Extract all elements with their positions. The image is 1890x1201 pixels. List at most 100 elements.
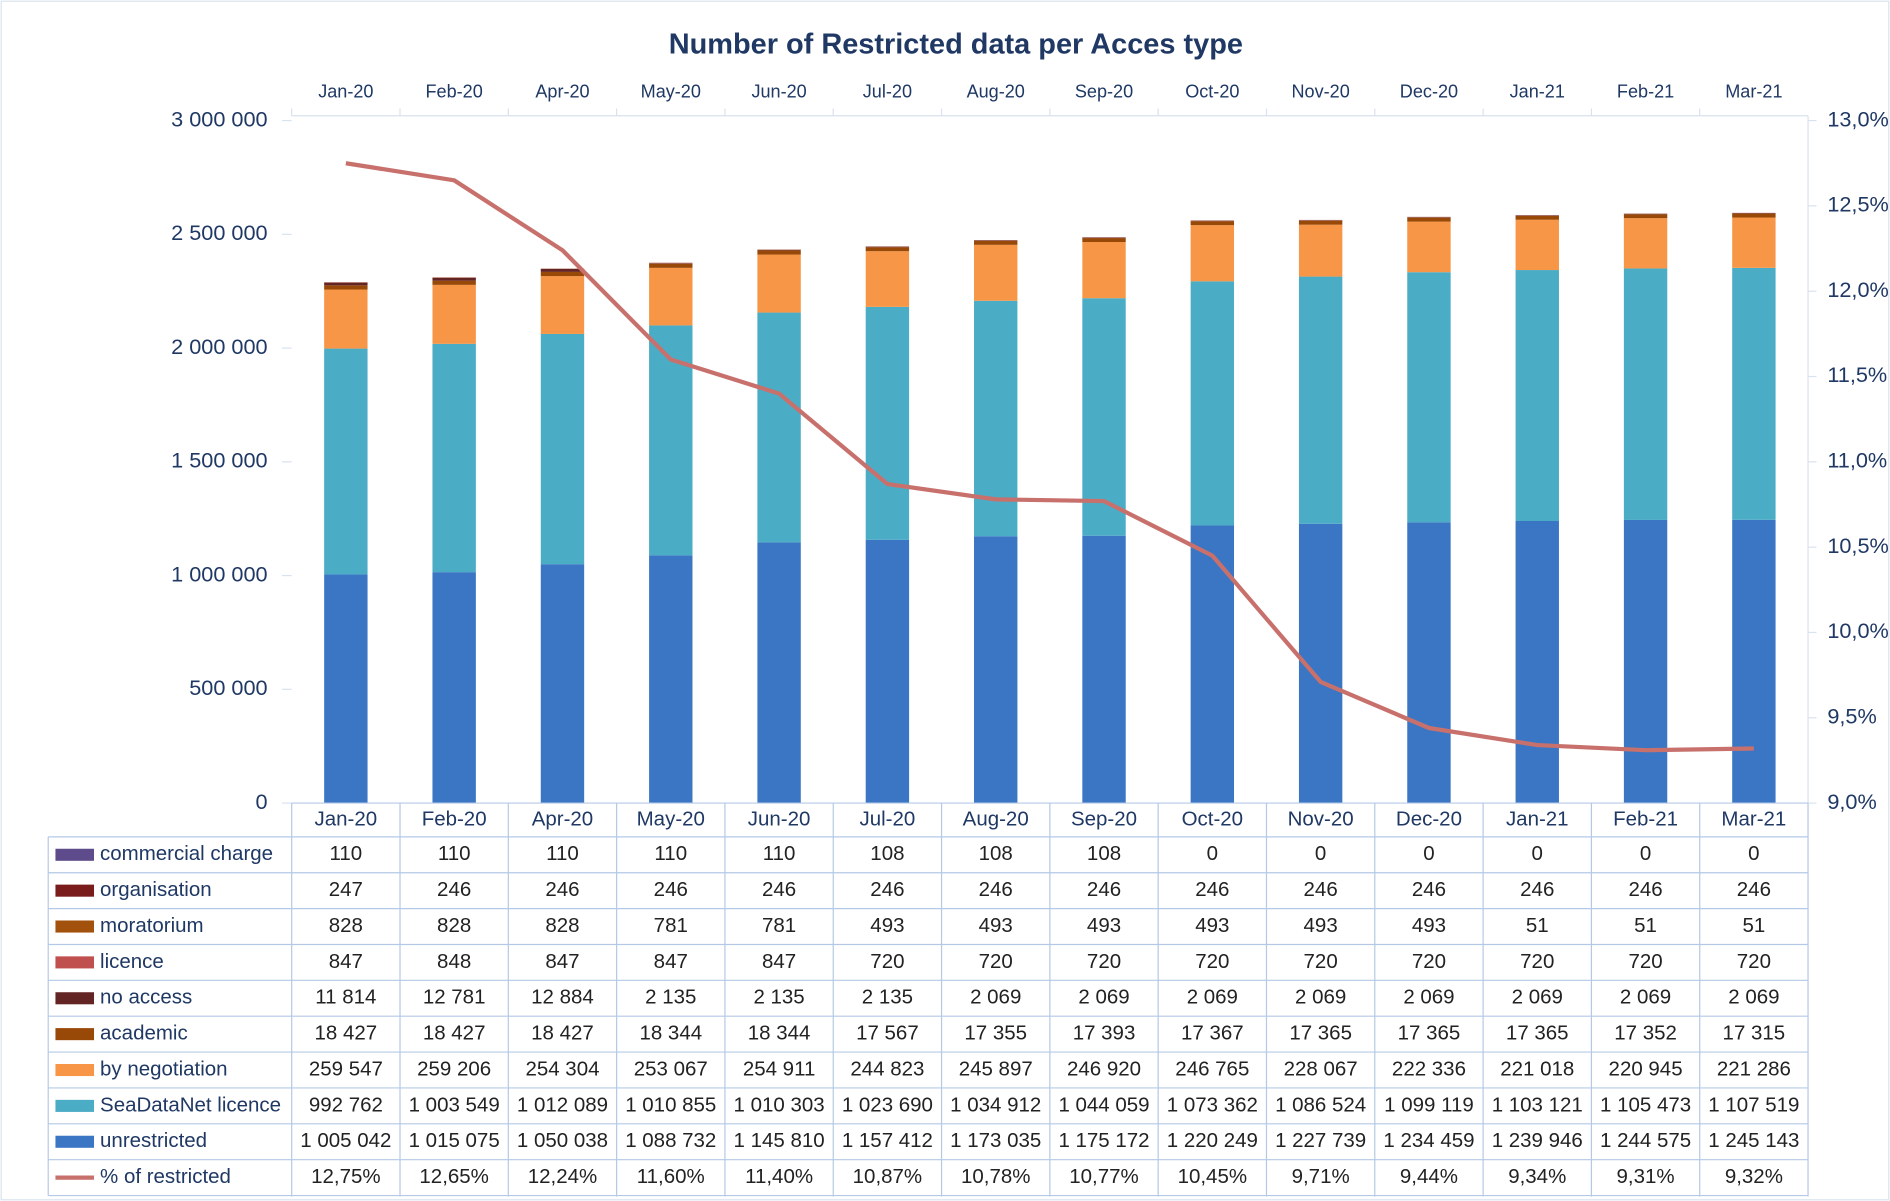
table-cell: 11,60% <box>637 1165 705 1188</box>
table-cell: 246 <box>1087 878 1121 901</box>
bar-segment <box>1407 221 1451 273</box>
table-cell: 18 427 <box>423 1022 486 1045</box>
legend-label: % of restricted <box>100 1165 231 1188</box>
table-cell: 222 336 <box>1392 1057 1466 1080</box>
legend-label: SeaDataNet licence <box>100 1093 281 1116</box>
legend-swatch <box>55 956 95 969</box>
bar-segment <box>1623 218 1668 269</box>
table-cell: 1 003 549 <box>409 1093 500 1116</box>
bar-segment <box>324 574 368 804</box>
table-cell: 828 <box>329 914 363 937</box>
table-cell: 828 <box>545 914 579 937</box>
bar-segment <box>540 276 585 334</box>
table-cell: 2 069 <box>1078 986 1129 1009</box>
table-cell: 992 762 <box>309 1093 383 1116</box>
bar-segment <box>540 268 585 272</box>
table-cell: 17 355 <box>964 1022 1027 1045</box>
bar-segment <box>649 263 693 268</box>
bar-segment <box>432 343 476 573</box>
bar-segment <box>1407 272 1451 523</box>
table-cell: 1 103 121 <box>1492 1093 1583 1116</box>
table-cell: 720 <box>1520 950 1554 973</box>
table-cell: 18 344 <box>748 1022 811 1045</box>
table-cell: 108 <box>979 842 1013 865</box>
table-cell: 1 220 249 <box>1167 1129 1258 1152</box>
bar-segment <box>1082 242 1126 299</box>
bar-segment <box>974 240 1018 245</box>
table-cell: 2 135 <box>645 986 696 1009</box>
bar-segment <box>757 542 801 804</box>
table-cell: 51 <box>1634 914 1657 937</box>
table-cell: 493 <box>1087 914 1121 937</box>
table-cell: 2 135 <box>753 986 804 1009</box>
table-cell: 1 088 732 <box>625 1129 716 1152</box>
table-cell: 246 <box>762 878 796 901</box>
x-tick-label: Feb-21 <box>1613 807 1678 830</box>
table-cell: 246 <box>979 878 1013 901</box>
table-cell: 848 <box>437 950 471 973</box>
bar-segment <box>432 277 476 281</box>
bar-segment <box>324 289 368 349</box>
table-cell: 1 010 855 <box>625 1093 716 1116</box>
table-cell: 493 <box>1195 914 1229 937</box>
bar-segment <box>1515 520 1559 804</box>
table-cell: 246 <box>1304 878 1338 901</box>
bar-segment <box>757 312 801 543</box>
bar-segment <box>1082 238 1126 243</box>
table-cell: 1 012 089 <box>517 1093 608 1116</box>
table-cell: 0 <box>1748 842 1759 865</box>
table-cell: 1 173 035 <box>950 1129 1041 1152</box>
table-cell: 17 393 <box>1073 1022 1136 1045</box>
table-cell: 9,44% <box>1400 1165 1458 1188</box>
y-tick-label: 500 000 <box>189 675 267 700</box>
x-tick-label: Apr-20 <box>532 807 593 830</box>
table-cell: 108 <box>1087 842 1121 865</box>
x2-tick-label: Jun-20 <box>751 82 806 102</box>
x2-tick-label: Feb-21 <box>1617 82 1674 102</box>
y-tick-label: 1 000 000 <box>171 561 267 586</box>
legend-label: academic <box>100 1022 188 1045</box>
table-cell: 18 427 <box>315 1022 378 1045</box>
table-cell: 246 <box>1520 878 1554 901</box>
x2-tick-label: Jul-20 <box>863 82 912 102</box>
legend-swatch <box>55 920 95 933</box>
table-cell: 246 <box>1737 878 1771 901</box>
table-cell: 11,40% <box>745 1165 813 1188</box>
table-cell: 17 352 <box>1614 1022 1677 1045</box>
table-cell: 493 <box>1412 914 1446 937</box>
bar-segment <box>865 306 910 540</box>
table-cell: 1 005 042 <box>300 1129 391 1152</box>
y2-tick-label: 10,0% <box>1827 618 1888 643</box>
table-cell: 1 105 473 <box>1600 1093 1691 1116</box>
legend-label: commercial charge <box>100 842 273 865</box>
table-cell: 10,77% <box>1069 1165 1138 1188</box>
table-cell: 253 067 <box>634 1057 708 1080</box>
table-cell: 10,87% <box>853 1165 922 1188</box>
x2-tick-label: Nov-20 <box>1292 82 1350 102</box>
bar-segment <box>649 267 693 326</box>
table-cell: 1 073 362 <box>1167 1093 1258 1116</box>
table-cell: 1 099 119 <box>1384 1093 1474 1116</box>
bar-segment <box>324 348 368 575</box>
bar-segment <box>432 572 476 804</box>
x-tick-label: Jun-20 <box>748 807 811 830</box>
table-cell: 246 <box>1195 878 1229 901</box>
bar-segment <box>1190 225 1235 282</box>
table-cell: 2 069 <box>1512 986 1563 1009</box>
table-cell: 2 069 <box>1620 986 1671 1009</box>
bar-segment <box>1082 535 1126 804</box>
table-cell: 0 <box>1423 842 1434 865</box>
table-cell: 493 <box>870 914 904 937</box>
table-cell: 18 344 <box>639 1022 702 1045</box>
table-cell: 259 206 <box>417 1057 491 1080</box>
bar-segment <box>1190 525 1235 804</box>
bar-segment <box>324 285 368 290</box>
y-tick-label: 0 <box>256 789 268 814</box>
bar-segment <box>1190 281 1235 526</box>
table-cell: 1 157 412 <box>842 1129 933 1152</box>
table-cell: 1 145 810 <box>734 1129 825 1152</box>
table-cell: 259 547 <box>309 1057 383 1080</box>
legend-swatch <box>55 1135 95 1148</box>
